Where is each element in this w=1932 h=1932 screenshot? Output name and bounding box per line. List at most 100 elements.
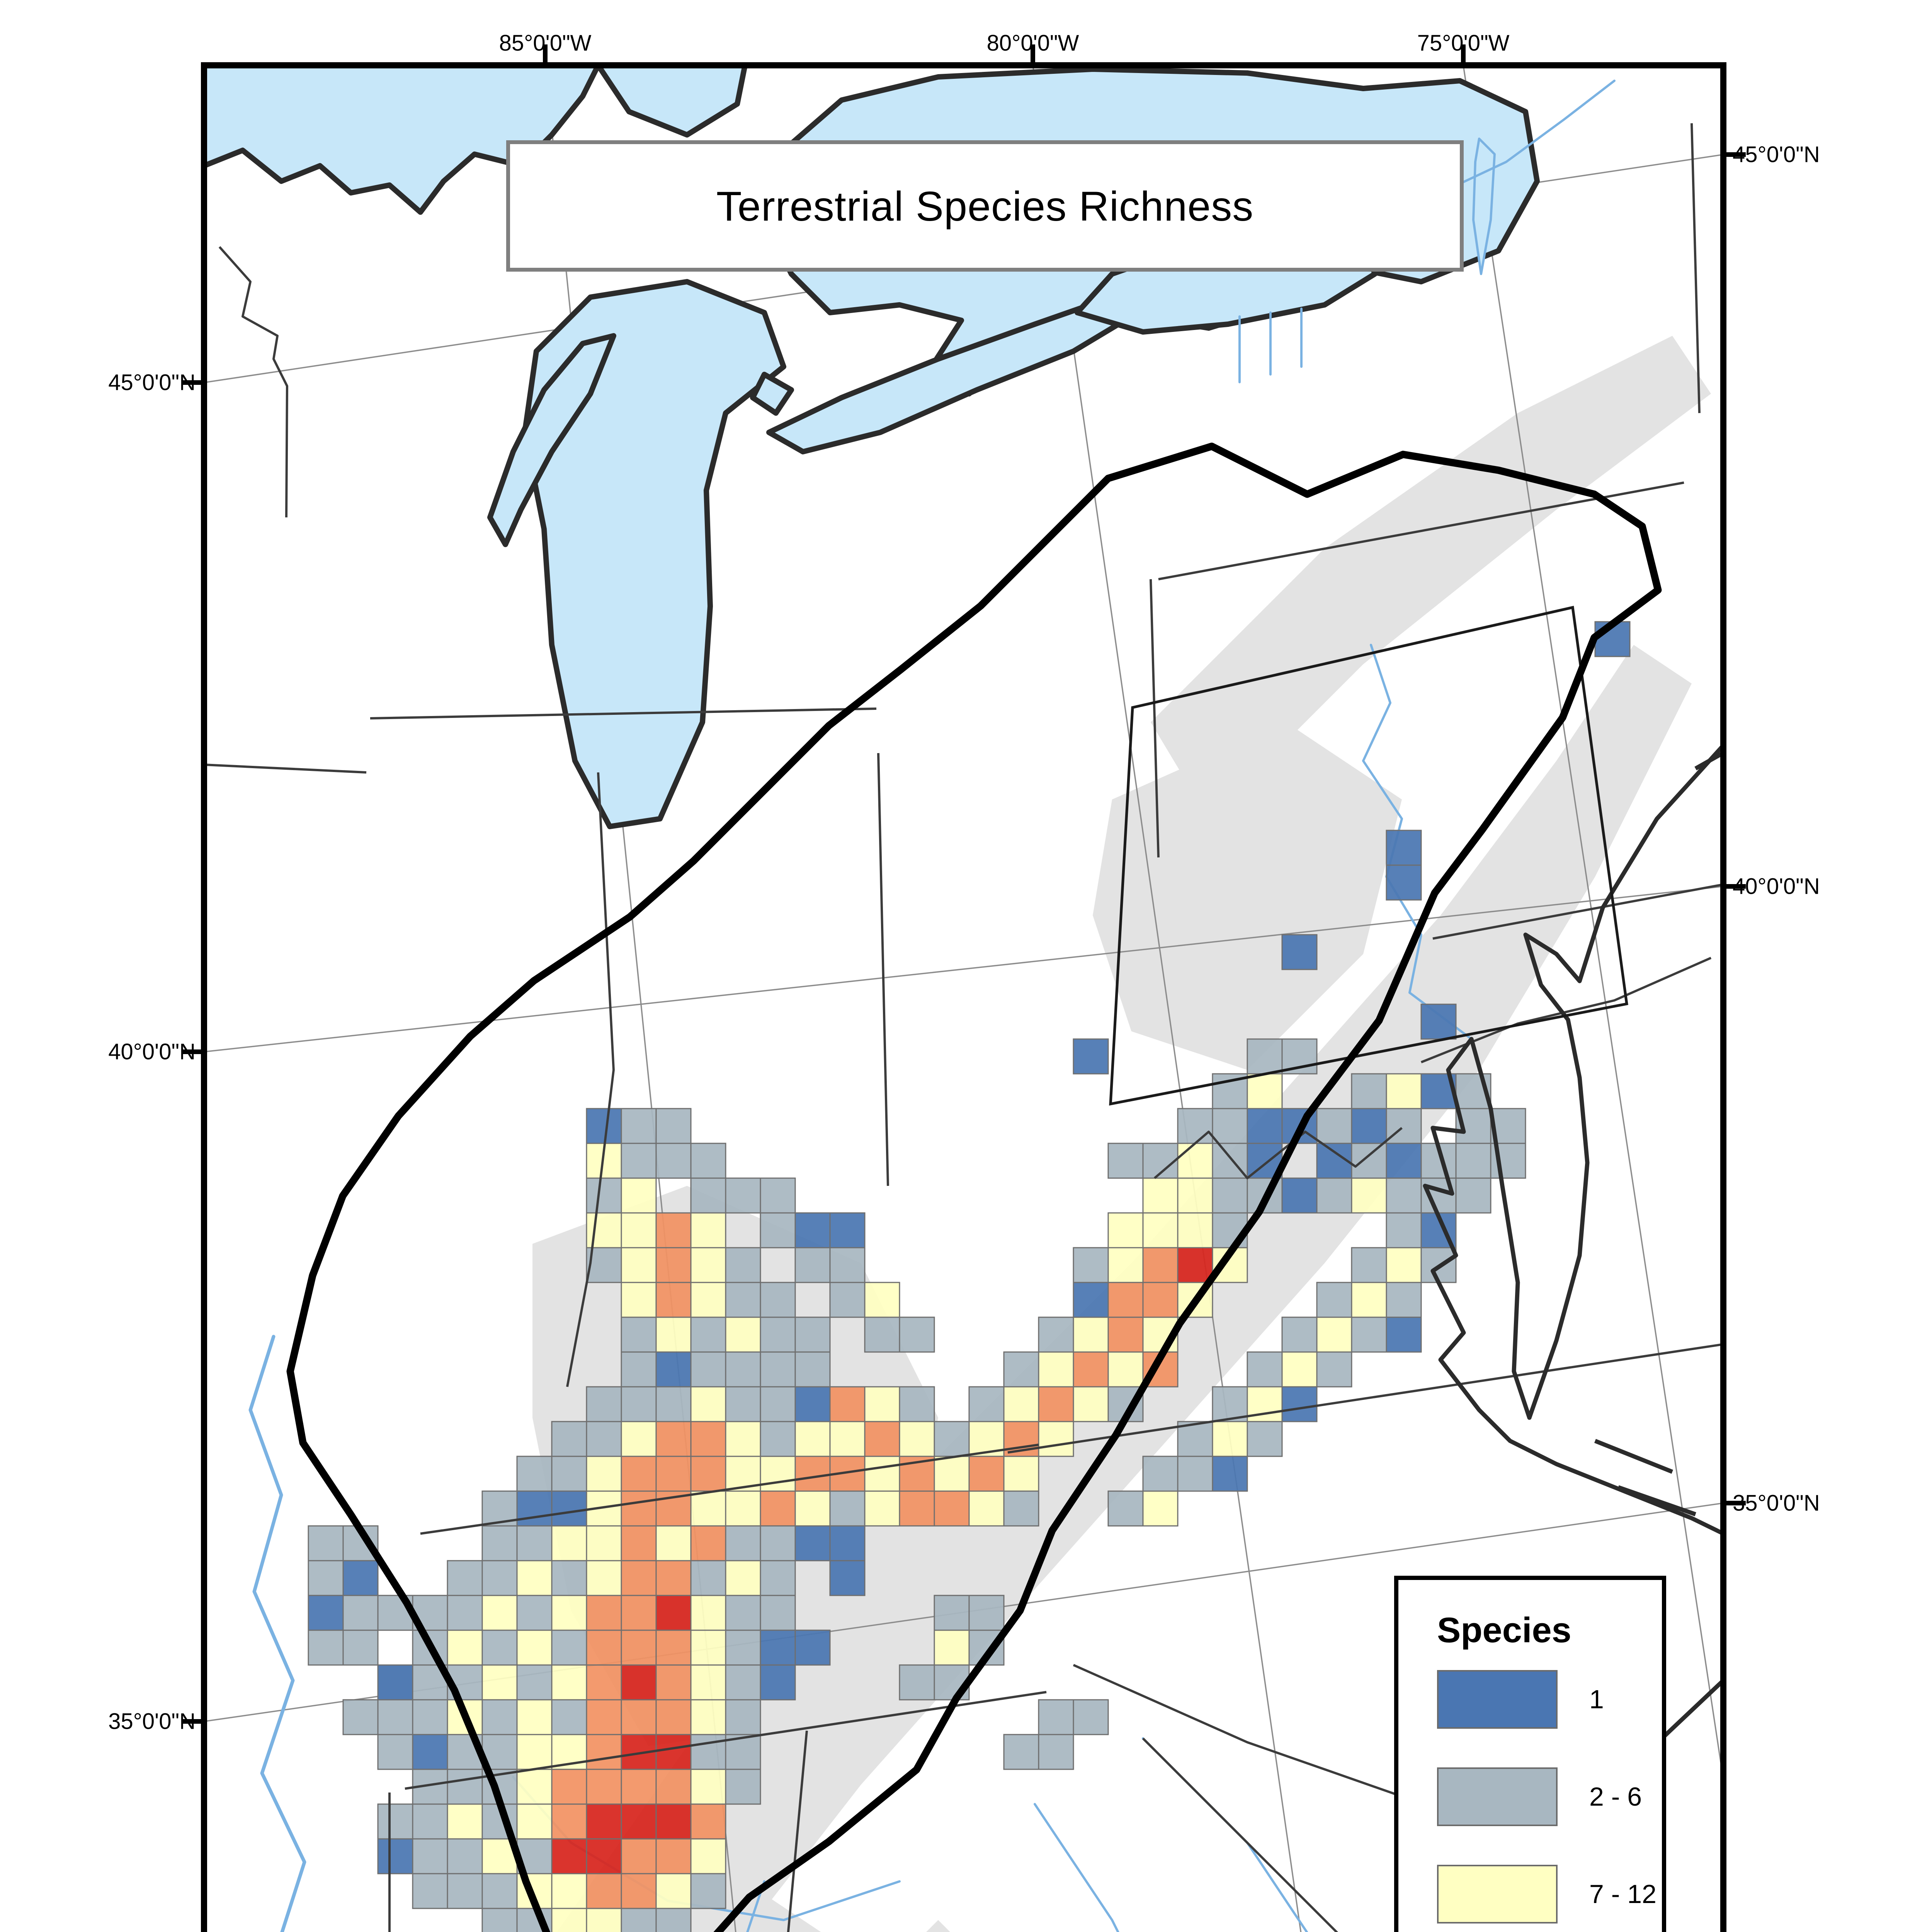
richness-cell bbox=[516, 1595, 553, 1631]
richness-cell bbox=[725, 1282, 761, 1318]
richness-cell bbox=[1177, 1247, 1213, 1283]
richness-cell bbox=[1386, 1177, 1422, 1214]
richness-cell bbox=[1107, 1316, 1144, 1353]
richness-cell bbox=[725, 1699, 761, 1735]
richness-cell bbox=[760, 1177, 796, 1214]
richness-cell bbox=[551, 1629, 587, 1666]
richness-cell bbox=[690, 1699, 726, 1735]
richness-cell bbox=[1247, 1351, 1283, 1388]
lake-superior-east bbox=[595, 65, 748, 138]
richness-cell bbox=[1038, 1421, 1074, 1457]
richness-cell bbox=[655, 1769, 692, 1805]
santee-river bbox=[1034, 1803, 1119, 1932]
richness-cell bbox=[655, 1908, 692, 1932]
richness-cell bbox=[655, 1734, 692, 1770]
richness-cell bbox=[934, 1456, 970, 1492]
richness-cell bbox=[551, 1873, 587, 1909]
richness-cell bbox=[760, 1316, 796, 1353]
richness-cell bbox=[377, 1803, 413, 1840]
richness-cell bbox=[586, 1386, 622, 1422]
long-island bbox=[1694, 751, 1723, 770]
richness-cell bbox=[377, 1699, 413, 1735]
richness-cell bbox=[794, 1247, 831, 1283]
richness-cell bbox=[760, 1595, 796, 1631]
richness-cell bbox=[794, 1456, 831, 1492]
richness-cell bbox=[516, 1629, 553, 1666]
richness-cell bbox=[1212, 1177, 1248, 1214]
richness-cell bbox=[968, 1456, 1005, 1492]
richness-cell bbox=[794, 1386, 831, 1422]
latitude-label-right: 40°0'0"N bbox=[1733, 874, 1820, 899]
richness-cell bbox=[829, 1212, 866, 1248]
richness-cell bbox=[760, 1560, 796, 1596]
richness-cell bbox=[655, 1421, 692, 1457]
richness-cell bbox=[1281, 934, 1318, 970]
richness-cell bbox=[551, 1769, 587, 1805]
richness-cell bbox=[1003, 1351, 1039, 1388]
richness-cell bbox=[1142, 1282, 1179, 1318]
legend-title: Species bbox=[1437, 1611, 1571, 1650]
richness-cell bbox=[690, 1247, 726, 1283]
richness-cell bbox=[516, 1525, 553, 1561]
richness-cell bbox=[1038, 1734, 1074, 1770]
richness-cell bbox=[1142, 1247, 1179, 1283]
richness-cell bbox=[1038, 1316, 1074, 1353]
richness-cell bbox=[1038, 1699, 1074, 1735]
richness-cell bbox=[864, 1456, 900, 1492]
richness-cell bbox=[412, 1838, 448, 1874]
richness-cell bbox=[1386, 1316, 1422, 1353]
richness-cell bbox=[551, 1525, 587, 1561]
richness-cell bbox=[1107, 1490, 1144, 1527]
richness-cell bbox=[447, 1560, 483, 1596]
richness-cell bbox=[586, 1769, 622, 1805]
richness-cell bbox=[1316, 1316, 1352, 1353]
richness-cell bbox=[551, 1595, 587, 1631]
richness-cell bbox=[412, 1803, 448, 1840]
richness-cell bbox=[934, 1629, 970, 1666]
richness-cell bbox=[481, 1873, 518, 1909]
richness-cell bbox=[725, 1769, 761, 1805]
richness-cell bbox=[760, 1421, 796, 1457]
richness-cell bbox=[829, 1247, 866, 1283]
legend-swatch-2 bbox=[1437, 1767, 1558, 1826]
richness-cell bbox=[934, 1490, 970, 1527]
richness-cell bbox=[1107, 1143, 1144, 1179]
coast-northeast-chesapeake bbox=[1423, 744, 1723, 1536]
richness-cell bbox=[899, 1490, 935, 1527]
richness-cell bbox=[794, 1525, 831, 1561]
richness-cell bbox=[621, 1595, 657, 1631]
richness-cell bbox=[447, 1803, 483, 1840]
richness-cell bbox=[621, 1803, 657, 1840]
latitude-label-left: 45°0'0"N bbox=[108, 370, 196, 395]
richness-cell bbox=[621, 1351, 657, 1388]
richness-cell bbox=[621, 1143, 657, 1179]
richness-cell bbox=[1107, 1212, 1144, 1248]
richness-cell bbox=[690, 1664, 726, 1701]
richness-cell bbox=[1177, 1212, 1213, 1248]
richness-cell bbox=[1281, 1351, 1318, 1388]
richness-cell bbox=[481, 1699, 518, 1735]
richness-cell bbox=[1316, 1108, 1352, 1144]
richness-cell bbox=[621, 1769, 657, 1805]
richness-cell bbox=[1212, 1108, 1248, 1144]
richness-cell bbox=[690, 1177, 726, 1214]
richness-cell bbox=[1316, 1282, 1352, 1318]
richness-cell bbox=[551, 1908, 587, 1932]
richness-cell bbox=[934, 1421, 970, 1457]
richness-cell bbox=[1247, 1421, 1283, 1457]
richness-cell bbox=[586, 1456, 622, 1492]
richness-cell bbox=[760, 1386, 796, 1422]
richness-cell bbox=[621, 1699, 657, 1735]
richness-cell bbox=[586, 1664, 622, 1701]
richness-cell bbox=[342, 1560, 379, 1596]
richness-cell bbox=[621, 1421, 657, 1457]
richness-cell bbox=[760, 1351, 796, 1388]
richness-cell bbox=[377, 1838, 413, 1874]
richness-cell bbox=[725, 1421, 761, 1457]
richness-cell bbox=[586, 1421, 622, 1457]
richness-cell bbox=[621, 1838, 657, 1874]
richness-cell bbox=[481, 1908, 518, 1932]
richness-cell bbox=[447, 1629, 483, 1666]
richness-cell bbox=[586, 1629, 622, 1666]
